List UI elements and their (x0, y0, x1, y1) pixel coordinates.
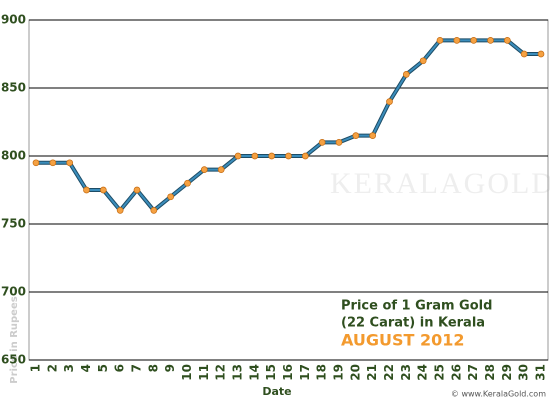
x-tick-label: 8 (146, 364, 160, 372)
y-tick-label: 2850 (0, 81, 26, 95)
x-tick-label: 6 (113, 364, 127, 372)
x-tick-label: 21 (365, 364, 379, 381)
y-tick-label: 2800 (0, 149, 26, 163)
marker (49, 159, 57, 167)
marker (133, 186, 141, 194)
marker (200, 166, 208, 173)
x-tick-label: 1 (29, 364, 43, 372)
x-axis-label: Date (262, 385, 291, 398)
marker (402, 71, 410, 78)
x-tick-label: 31 (534, 364, 548, 381)
marker (520, 50, 528, 58)
marker (537, 50, 545, 58)
marker (369, 132, 377, 139)
x-tick-label: 19 (332, 364, 346, 381)
x-tick-label: 2 (45, 364, 59, 372)
marker (503, 37, 511, 44)
marker (453, 37, 461, 44)
marker (116, 207, 124, 214)
marker (234, 152, 242, 160)
marker (268, 152, 276, 160)
x-tick-label: 13 (231, 364, 245, 381)
x-tick-label: 23 (399, 364, 413, 381)
x-tick-label: 14 (247, 364, 261, 381)
marker (301, 152, 309, 160)
x-tick-label: 9 (163, 364, 177, 372)
x-tick-label: 29 (500, 364, 514, 381)
x-tick-label: 3 (62, 364, 76, 372)
marker (487, 37, 494, 44)
x-tick-label: 5 (96, 364, 110, 372)
x-tick-label: 15 (264, 364, 278, 381)
y-tick-label: 2900 (0, 13, 26, 27)
x-tick-label: 28 (483, 364, 497, 381)
y-tick-label: 2650 (0, 353, 26, 367)
x-tick-label: 26 (449, 364, 463, 381)
x-tick-label: 4 (79, 364, 93, 372)
marker (386, 98, 393, 105)
marker (470, 37, 478, 44)
x-tick-label: 11 (197, 364, 211, 381)
chart-subtitle: (22 Carat) in Kerala (341, 316, 485, 331)
marker (352, 132, 360, 139)
marker (318, 139, 326, 146)
y-tick-label: 2750 (0, 217, 26, 231)
marker (184, 179, 191, 187)
marker (419, 57, 427, 65)
x-tick-label: 27 (466, 364, 480, 381)
marker (150, 207, 158, 214)
marker (99, 186, 107, 194)
marker (167, 193, 175, 201)
y-tick-label: 2700 (0, 285, 26, 299)
marker (32, 159, 40, 167)
marker (335, 139, 343, 146)
x-tick-label: 25 (433, 364, 447, 381)
marker (285, 152, 292, 160)
marker (251, 152, 259, 160)
watermark: KeralaGold.com (330, 167, 550, 200)
x-tick-label: 30 (517, 364, 531, 381)
x-tick-label: 24 (416, 364, 430, 381)
marker (66, 159, 74, 167)
x-tick-label: 7 (130, 364, 144, 372)
chart-period: AUGUST 2012 (341, 331, 465, 350)
x-tick-label: 20 (348, 364, 362, 381)
x-tick-label: 12 (214, 364, 228, 381)
x-tick-label: 16 (281, 364, 295, 381)
marker (436, 37, 444, 44)
chart-title: Price of 1 Gram Gold (341, 299, 492, 314)
x-tick-label: 18 (315, 364, 329, 381)
credit: © www.KeralaGold.com (451, 390, 546, 399)
x-tick-label: 10 (180, 364, 194, 381)
x-tick-label: 17 (298, 364, 312, 381)
x-tick-label: 22 (382, 364, 396, 381)
marker (217, 166, 225, 173)
y-axis-label: Price in Rupees (9, 296, 20, 383)
marker (83, 186, 90, 194)
